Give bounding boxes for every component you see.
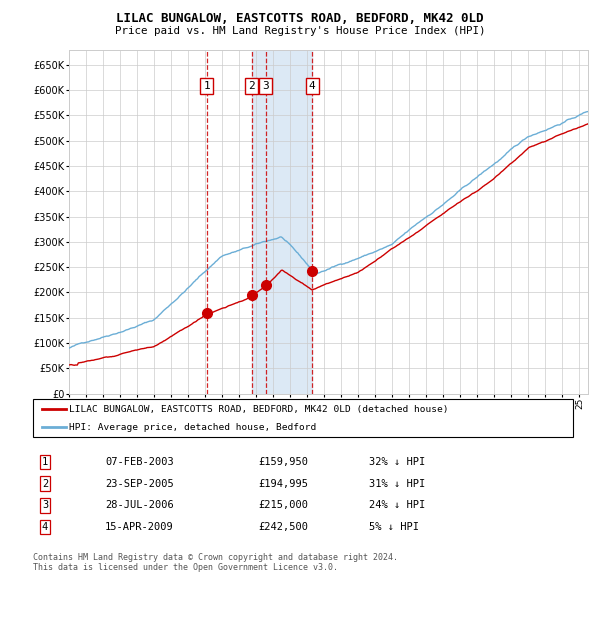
Text: 32% ↓ HPI: 32% ↓ HPI — [369, 457, 425, 467]
Text: 4: 4 — [309, 81, 316, 91]
Text: 3: 3 — [263, 81, 269, 91]
Text: Price paid vs. HM Land Registry's House Price Index (HPI): Price paid vs. HM Land Registry's House … — [115, 26, 485, 36]
Text: LILAC BUNGALOW, EASTCOTTS ROAD, BEDFORD, MK42 0LD: LILAC BUNGALOW, EASTCOTTS ROAD, BEDFORD,… — [116, 12, 484, 25]
Text: 2: 2 — [248, 81, 255, 91]
Text: 1: 1 — [42, 457, 48, 467]
Text: 28-JUL-2006: 28-JUL-2006 — [105, 500, 174, 510]
Text: 07-FEB-2003: 07-FEB-2003 — [105, 457, 174, 467]
Text: Contains HM Land Registry data © Crown copyright and database right 2024.
This d: Contains HM Land Registry data © Crown c… — [33, 553, 398, 572]
Text: 1: 1 — [203, 81, 210, 91]
Text: 15-APR-2009: 15-APR-2009 — [105, 522, 174, 532]
Text: £194,995: £194,995 — [258, 479, 308, 489]
Text: 31% ↓ HPI: 31% ↓ HPI — [369, 479, 425, 489]
Text: 23-SEP-2005: 23-SEP-2005 — [105, 479, 174, 489]
Text: HPI: Average price, detached house, Bedford: HPI: Average price, detached house, Bedf… — [69, 423, 316, 432]
Text: 2: 2 — [42, 479, 48, 489]
Text: 3: 3 — [42, 500, 48, 510]
Text: £242,500: £242,500 — [258, 522, 308, 532]
Text: LILAC BUNGALOW, EASTCOTTS ROAD, BEDFORD, MK42 0LD (detached house): LILAC BUNGALOW, EASTCOTTS ROAD, BEDFORD,… — [69, 405, 449, 414]
Text: 24% ↓ HPI: 24% ↓ HPI — [369, 500, 425, 510]
Text: 4: 4 — [42, 522, 48, 532]
Text: £159,950: £159,950 — [258, 457, 308, 467]
Bar — [251, 50, 312, 394]
Text: 5% ↓ HPI: 5% ↓ HPI — [369, 522, 419, 532]
Text: £215,000: £215,000 — [258, 500, 308, 510]
